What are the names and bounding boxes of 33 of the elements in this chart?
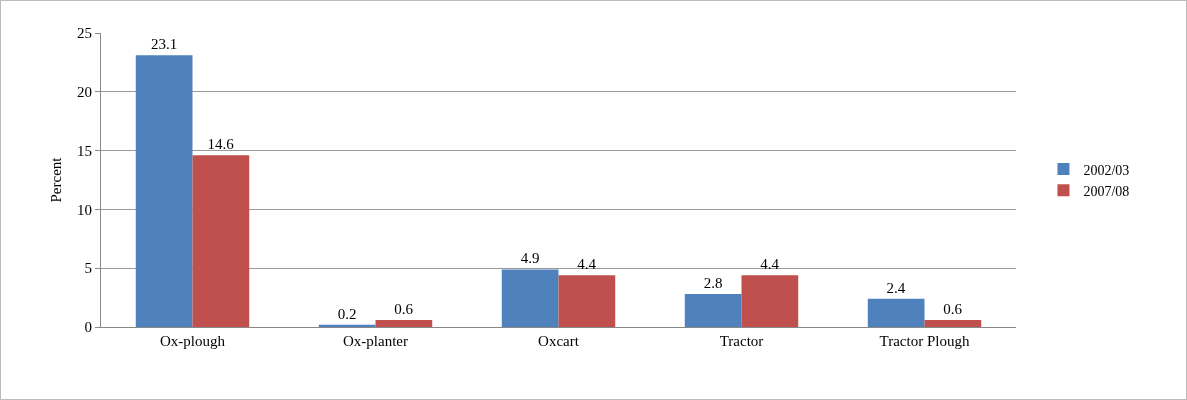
bar — [501, 269, 559, 327]
bar — [684, 294, 742, 327]
bar — [867, 298, 925, 327]
data-label: 23.1 — [151, 36, 178, 53]
data-label: 2.4 — [886, 279, 906, 296]
data-label: 4.4 — [760, 256, 780, 273]
data-label: 14.6 — [207, 136, 235, 153]
x-tick-label: Tractor — [719, 333, 764, 349]
x-tick-label: Ox-planter — [343, 333, 408, 349]
bar — [375, 319, 433, 327]
y-tick-label: 5 — [84, 260, 92, 277]
x-tick-label: Tractor Plough — [879, 333, 970, 349]
data-label: 4.9 — [520, 250, 540, 267]
legend-label: 2002/03 — [1083, 162, 1130, 178]
data-label: 0.6 — [394, 300, 414, 317]
y-tick-label: 0 — [84, 319, 92, 336]
bar — [924, 319, 982, 327]
x-tick-label: Oxcart — [538, 333, 580, 349]
data-label: 4.4 — [577, 256, 597, 273]
y-axis-title: Percent — [48, 156, 64, 203]
x-tick-label: Ox-plough — [160, 333, 226, 349]
y-tick-label: 15 — [77, 142, 92, 159]
y-tick-label: 10 — [77, 201, 92, 218]
bar — [558, 275, 616, 327]
legend-label: 2007/08 — [1083, 183, 1130, 199]
data-label: 0.2 — [337, 305, 357, 322]
data-label: 2.8 — [703, 275, 723, 292]
bar — [741, 275, 799, 327]
bar — [135, 55, 193, 327]
bar — [192, 155, 250, 327]
data-label: 0.6 — [943, 300, 963, 317]
y-tick-label: 25 — [77, 25, 92, 42]
y-tick-label: 20 — [77, 84, 92, 101]
